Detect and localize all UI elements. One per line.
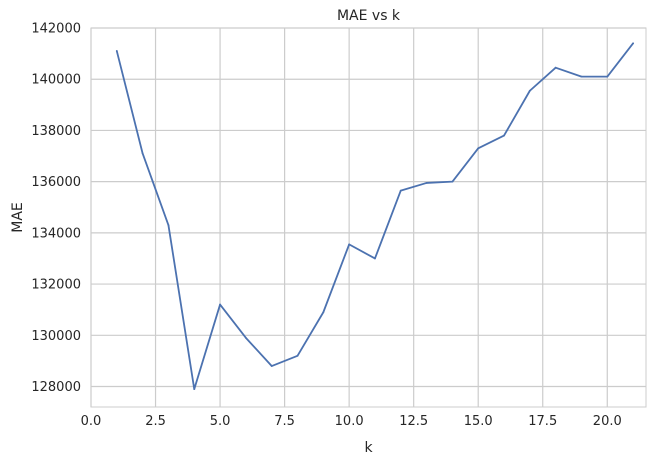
series-layer (115, 42, 634, 390)
x-tick-label: 2.5 (145, 414, 166, 429)
data-point (322, 311, 325, 314)
y-tick-label: 128000 (31, 380, 81, 395)
x-tick-label: 17.5 (528, 414, 557, 429)
y-tick-labels: 128000 130000 132000 134000 136000 138000 1400… (31, 22, 81, 396)
y-tick-label: 142000 (31, 22, 81, 37)
data-point (503, 134, 505, 137)
y-axis-label: MAE (10, 202, 26, 233)
data-point (554, 66, 557, 69)
data-point (477, 147, 480, 150)
data-point (580, 75, 583, 78)
grid-lines (90, 27, 646, 407)
x-tick-label: 12.5 (399, 414, 428, 429)
data-point (244, 336, 247, 339)
x-tick-label: 15.0 (464, 414, 493, 429)
data-point (270, 365, 273, 367)
y-tick-label: 134000 (31, 226, 81, 241)
data-point (399, 189, 402, 192)
plot-area (90, 27, 647, 408)
data-point (193, 388, 196, 390)
y-tick-label: 132000 (31, 278, 81, 293)
x-tick-label: 0.0 (81, 414, 102, 429)
data-point (632, 42, 634, 45)
y-tick-label: 138000 (31, 124, 81, 139)
data-point (141, 152, 144, 155)
y-tick-label: 136000 (31, 175, 81, 190)
y-tick-label: 130000 (31, 329, 81, 344)
data-point (528, 89, 531, 92)
data-point (451, 180, 454, 183)
data-point (425, 182, 428, 184)
data-point (606, 75, 609, 78)
data-point (296, 354, 299, 357)
data-point (219, 303, 221, 306)
x-tick-label: 20.0 (593, 414, 622, 429)
data-point (167, 224, 170, 227)
data-point (115, 50, 118, 52)
x-tick-labels: 0.0 2.5 5.0 7.5 10.0 12.5 15.0 17.5 20.0 (81, 414, 622, 429)
data-point (348, 243, 351, 246)
y-tick-label: 140000 (31, 73, 81, 88)
chart-title: MAE vs k (337, 8, 401, 24)
data-point (374, 257, 376, 260)
x-tick-label: 7.5 (274, 414, 295, 429)
x-axis-label: k (364, 440, 373, 456)
x-tick-label: 5.0 (210, 414, 231, 429)
x-tick-label: 10.0 (335, 414, 364, 429)
